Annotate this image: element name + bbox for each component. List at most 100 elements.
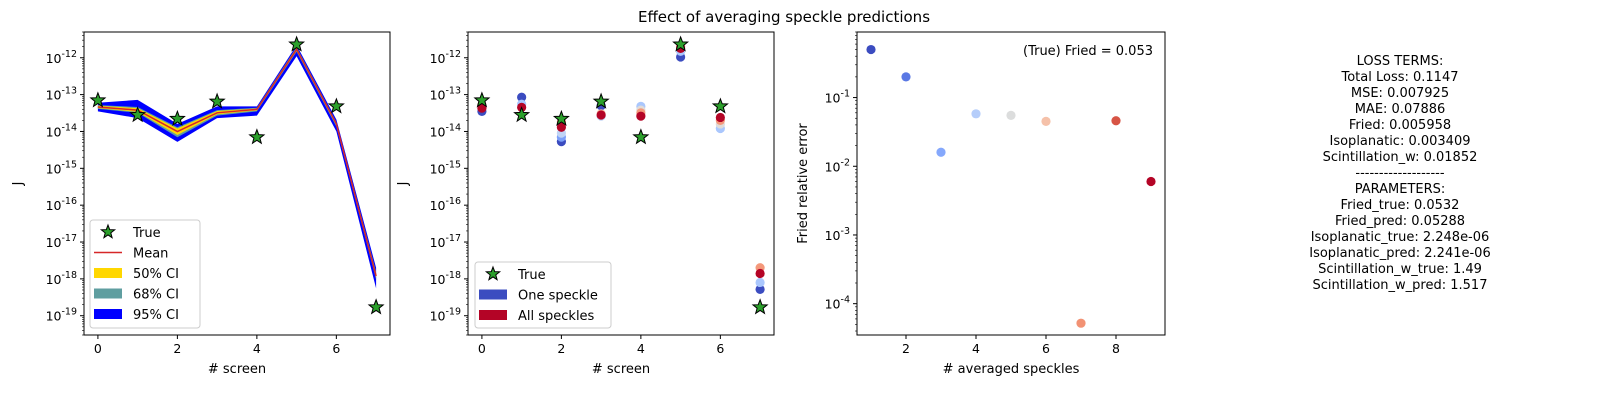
true-marker: [208, 92, 226, 109]
y-tick-label: 10-17: [430, 233, 461, 250]
legend-label: All speckles: [518, 309, 595, 324]
speckle-point: [477, 103, 487, 113]
fried-error-point: [1111, 116, 1121, 126]
figure-title: Effect of averaging speckle predictions: [638, 8, 930, 26]
y-tick-label: 10-14: [430, 122, 461, 139]
y-axis-label: Fried relative error: [796, 123, 811, 244]
x-axis-label: # averaged speckles: [943, 362, 1080, 377]
x-tick-label: 6: [716, 341, 724, 356]
speckle-point: [755, 284, 765, 294]
true-marker: [367, 298, 385, 315]
chart-panel-1: 0 2 4 6 10-19 10-18 10-17 10-16 10-15 10-14 10-13 1…: [11, 31, 391, 377]
y-tick-label: 10-17: [46, 233, 77, 250]
x-tick-label: 2: [902, 341, 910, 356]
speckle-point: [556, 122, 566, 132]
loss-panel-line: Scintillation_w: 0.01852: [1322, 150, 1478, 165]
loss-panel-line: LOSS TERMS:: [1356, 54, 1444, 69]
true-marker: [592, 92, 610, 109]
y-axis-label: J: [396, 182, 411, 187]
x-tick-label: 8: [1112, 341, 1120, 356]
loss-panel-line: Total Loss: 0.1147: [1341, 70, 1459, 85]
y-tick-label: 10-12: [46, 49, 77, 66]
y-tick-label: 10-14: [46, 122, 77, 139]
x-tick-label: 2: [557, 341, 565, 356]
fried-error-point: [901, 72, 911, 82]
legend-true-marker: [484, 265, 502, 281]
legend-label: 68% CI: [133, 288, 179, 303]
x-tick-label: 0: [478, 341, 486, 356]
y-tick-label: 10-4: [825, 295, 850, 312]
x-tick-label: 2: [173, 341, 181, 356]
true-marker: [288, 35, 306, 52]
y-tick-label: 10-13: [430, 86, 461, 103]
loss-panel-line: MSE: 0.007925: [1350, 86, 1450, 101]
chart-panel-3: 2 4 6 8 10-4 10-3 10-2 10-1 # averaged speckles F…: [796, 31, 1166, 377]
x-tick-label: 0: [94, 341, 102, 356]
loss-panel-line: Scintillation_w_pred: 1.517: [1312, 278, 1488, 293]
speckle-point: [755, 277, 765, 288]
loss-panel-line: Fried: 0.005958: [1348, 118, 1452, 133]
speckle-point: [517, 92, 527, 102]
fried-error-point: [971, 109, 981, 119]
x-axis-label: # screen: [208, 362, 266, 377]
y-tick-label: 10-18: [430, 270, 461, 287]
legend-box: [89, 219, 201, 329]
legend-box: [474, 261, 612, 329]
fried-error-point: [936, 147, 946, 157]
loss-panel-line: Isoplanatic: 0.003409: [1329, 134, 1471, 149]
speckle-point: [636, 111, 646, 121]
fried-error-point: [866, 44, 876, 55]
true-marker: [672, 35, 690, 52]
true-marker: [89, 91, 107, 108]
y-axis-label: J: [11, 182, 26, 187]
legend-band-swatch: [94, 268, 122, 278]
x-axis-label: # screen: [592, 362, 650, 377]
y-tick-label: 10-3: [825, 226, 850, 243]
loss-panel-line: Fried_true: 0.0532: [1340, 198, 1460, 213]
legend-label: 50% CI: [133, 267, 179, 282]
legend-band-swatch: [94, 288, 122, 299]
legend-true-marker: [99, 223, 117, 239]
y-tick-label: 10-16: [430, 196, 461, 213]
speckle-point: [755, 268, 765, 279]
fried-error-point: [1006, 110, 1016, 120]
loss-panel-line: MAE: 0.07886: [1354, 102, 1446, 117]
fried-error-point: [1146, 176, 1156, 187]
y-tick-label: 10-19: [46, 307, 77, 324]
loss-panel-line: Fried_pred: 0.05288: [1334, 214, 1466, 229]
y-tick-label: 10-15: [430, 159, 461, 176]
speckle-point: [596, 110, 606, 120]
true-marker: [129, 106, 147, 123]
legend-label: True: [517, 268, 546, 283]
speckle-point: [715, 112, 725, 123]
true-marker: [168, 109, 186, 127]
loss-panel-line: -------------------: [1355, 166, 1445, 181]
loss-panel-line: Isoplanatic_true: 2.248e-06: [1310, 230, 1490, 245]
y-tick-label: 10-12: [430, 49, 461, 66]
legend: True One speckle All speckles: [474, 261, 612, 329]
loss-panel-line: Scintillation_w_true: 1.49: [1318, 262, 1482, 277]
true-marker: [751, 298, 769, 315]
true-marker: [711, 97, 729, 114]
legend-swatch: [479, 289, 507, 300]
chart-panel-2: 0 2 4 6 10-19 10-18 10-17 10-16 10-15 10-14 10-13 1…: [396, 31, 775, 377]
x-tick-label: 4: [637, 341, 645, 356]
legend-label: 95% CI: [133, 308, 179, 323]
legend-label: Mean: [133, 247, 168, 262]
fried-error-point: [1076, 318, 1086, 328]
y-tick-label: 10-1: [825, 89, 850, 106]
true-marker: [513, 106, 531, 123]
legend-swatch: [479, 310, 507, 320]
true-marker: [248, 128, 266, 145]
true-marker: [473, 91, 491, 108]
true-marker: [327, 97, 345, 114]
x-tick-label: 6: [332, 341, 340, 356]
true-marker: [632, 128, 650, 145]
loss-terms-panel: LOSS TERMS: Total Loss: 0.1147 MSE: 0.0079…: [1285, 54, 1515, 294]
loss-panel-line: Isoplanatic_pred: 2.241e-06: [1309, 246, 1491, 261]
axes-frame: [83, 31, 391, 336]
y-tick-label: 10-15: [46, 159, 77, 176]
legend-label: True: [132, 226, 161, 241]
legend-label: One speckle: [518, 289, 598, 304]
